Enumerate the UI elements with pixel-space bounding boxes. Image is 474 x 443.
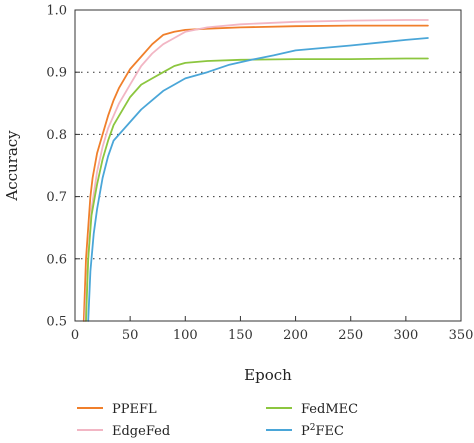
x-tick-label-3: 150	[228, 328, 253, 343]
axis-ticks: 0 50 100 150 200 250 300 350 0.5 0.6 0.7 0.8 0.9 1.0	[46, 4, 473, 344]
legend: PPEFL EdgeFed FedMEC P2FEC	[77, 402, 358, 439]
x-tick-label-5: 250	[338, 328, 363, 343]
legend-label-p2fec-sup: 2	[310, 423, 316, 433]
series-lines	[82, 19, 429, 322]
legend-label-fedmec: FedMEC	[301, 402, 358, 417]
x-tick-label-2: 100	[173, 328, 198, 343]
y-tick-label-5: 1.0	[46, 4, 67, 19]
series-line-edgefed	[84, 19, 429, 322]
legend-label-ppefl: PPEFL	[112, 402, 157, 417]
y-tick-label-2: 0.7	[46, 190, 67, 205]
y-tick-label-3: 0.8	[46, 128, 67, 143]
x-axis-label: Epoch	[244, 366, 292, 384]
x-tick-label-0: 0	[71, 328, 79, 343]
y-axis-label: Accuracy	[3, 130, 21, 202]
legend-label-p2fec-base: P	[301, 424, 310, 439]
y-tick-label-0: 0.5	[46, 315, 67, 330]
series-line-ppefl	[82, 24, 429, 322]
legend-label-p2fec-rest: FEC	[315, 424, 344, 439]
x-tick-label-7: 350	[449, 328, 474, 343]
series-line-fedmec	[85, 57, 429, 322]
plot-frame	[74, 9, 462, 322]
series-line-pfec	[87, 37, 429, 322]
legend-label-edgefed: EdgeFed	[112, 424, 170, 439]
y-tick-label-4: 0.9	[46, 66, 67, 81]
x-tick-label-1: 50	[122, 328, 139, 343]
legend-label-p2fec: P2FEC	[301, 423, 344, 439]
y-tick-label-1: 0.6	[46, 252, 67, 267]
x-tick-label-4: 200	[283, 328, 308, 343]
x-tick-label-6: 300	[393, 328, 418, 343]
grid-lines	[75, 71, 461, 260]
